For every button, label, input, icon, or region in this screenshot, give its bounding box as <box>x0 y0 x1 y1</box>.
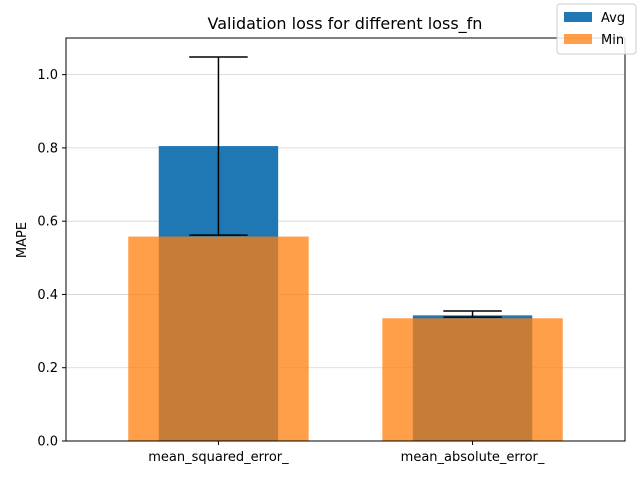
min-bar <box>382 318 563 441</box>
y-tick-label: 1.0 <box>37 68 58 83</box>
min-series <box>128 236 563 441</box>
legend-swatch <box>564 12 592 22</box>
y-axis: 0.0 0.2 0.4 0.6 0.8 1.0 <box>37 68 66 450</box>
y-tick-label: 0.8 <box>37 141 58 156</box>
x-tick-label: mean_absolute_error_ <box>401 450 545 465</box>
x-axis: mean_squared_error_ mean_absolute_error_ <box>148 441 545 465</box>
y-axis-label: MAPE <box>15 222 30 258</box>
legend-label: Avg <box>601 11 625 26</box>
legend: Avg Min <box>556 3 637 55</box>
y-tick-label: 0.6 <box>37 215 58 230</box>
min-bar <box>128 236 309 441</box>
chart-title: Validation loss for different loss_fn <box>208 14 483 34</box>
y-tick-label: 0.0 <box>37 435 58 450</box>
legend-label: Min <box>601 33 624 48</box>
y-tick-label: 0.4 <box>37 288 58 303</box>
y-tick-label: 0.2 <box>37 361 58 376</box>
error-bars <box>189 56 502 318</box>
plot-frame <box>65 37 626 442</box>
legend-swatch <box>564 34 592 44</box>
x-tick-label: mean_squared_error_ <box>148 450 289 465</box>
